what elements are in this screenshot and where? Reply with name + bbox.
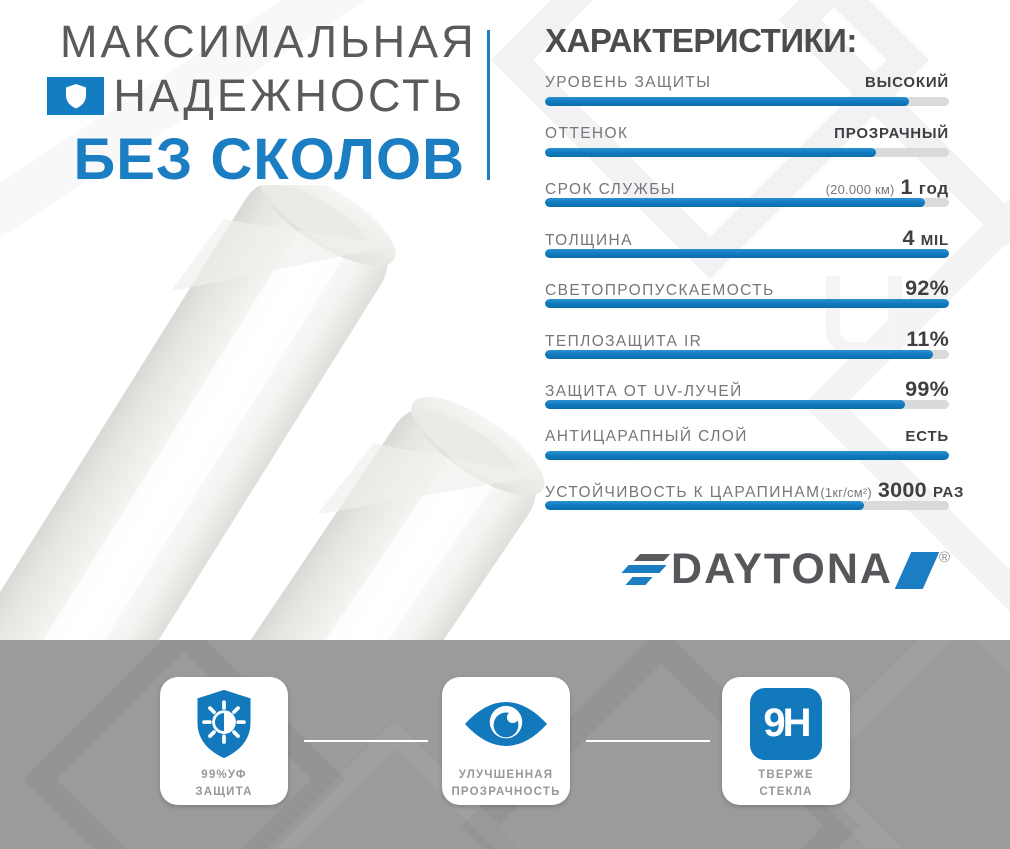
feature-caption-line2: ПРОЗРАЧНОСТЬ [451, 785, 561, 798]
headline-line2: НАДЕЖНОСТЬ [113, 70, 465, 122]
spec-bar-fill [545, 450, 949, 460]
spec-label: ЗАЩИТА ОТ UV-ЛУЧЕЙ [545, 383, 743, 400]
spec-row: УРОВЕНЬ ЗАЩИТЫ ВЫСОКИЙ [545, 74, 949, 125]
feature-caption-line1: 99%УФ [201, 769, 247, 781]
spec-bar-track [545, 349, 949, 359]
spec-row: УСТОЙЧИВОСТЬ К ЦАРАПИНАМ (1кг/см²) 3000 … [545, 478, 963, 529]
feature-caption-line1: ТВЕРЖЕ [758, 769, 814, 781]
spec-unit: ПРОЗРАЧНЫЙ [834, 124, 949, 142]
spec-bar-track [545, 97, 949, 106]
spec-bar-fill [545, 299, 949, 308]
spec-bar-fill [545, 97, 909, 106]
spec-note: (20.000 км) [825, 182, 895, 197]
spec-value: 1 [900, 175, 913, 199]
spec-bar-fill [545, 147, 877, 157]
feature-caption-line2: ЗАЩИТА [195, 785, 253, 798]
spec-row: ОТТЕНОК ПРОЗРАЧНЫЙ [545, 125, 949, 176]
spec-value: 11% [906, 326, 949, 351]
feature-caption: УЛУЧШЕННАЯ ПРОЗРАЧНОСТЬ [451, 767, 560, 800]
uv-shield-icon [194, 677, 254, 767]
spec-unit: ВЫСОКИЙ [865, 74, 949, 91]
spec-row: СРОК СЛУЖБЫ (20.000 км) 1 год [545, 175, 949, 226]
spec-unit: MIL [920, 231, 949, 249]
headline-line1: МАКСИМАЛЬНАЯ [60, 16, 477, 67]
spec-value: 3000 [877, 478, 927, 502]
spec-bar-track [545, 198, 949, 207]
spec-value: 99% [905, 377, 949, 401]
feature-card-hardness: 9H ТВЕРЖЕ СТЕКЛА [722, 677, 850, 805]
eye-icon [464, 677, 548, 767]
film-rolls-image [0, 185, 545, 645]
spec-value: 92% [905, 276, 949, 300]
registered-mark: ® [938, 549, 950, 566]
spec-bar-fill [545, 198, 925, 207]
feature-caption: ТВЕРЖЕ СТЕКЛА [758, 767, 814, 800]
spec-bar-track [545, 400, 949, 409]
feature-card-uv: 99%УФ ЗАЩИТА [160, 677, 288, 805]
shield-icon [47, 76, 105, 115]
spec-row: СВЕТОПРОПУСКАЕМОСТЬ 92% [545, 276, 949, 327]
spec-unit: год [918, 179, 949, 198]
spec-label: УСТОЙЧИВОСТЬ К ЦАРАПИНАМ [545, 484, 821, 501]
spec-label: ОТТЕНОК [545, 124, 629, 142]
feature-caption: 99%УФ ЗАЩИТА [195, 767, 252, 800]
specs-heading: ХАРАКТЕРИСТИКИ: [545, 22, 857, 59]
hardness-9h-icon: 9H [750, 677, 822, 767]
logo-text: DAYTONA [671, 545, 893, 593]
feature-caption-line1: УЛУЧШЕННАЯ [458, 769, 554, 781]
spec-row: ЗАЩИТА ОТ UV-ЛУЧЕЙ 99% [545, 377, 949, 428]
features-band: 99%УФ ЗАЩИТА УЛУЧШЕННАЯ ПРОЗРАЧНОСТЬ [0, 640, 1010, 849]
spec-rows: УРОВЕНЬ ЗАЩИТЫ ВЫСОКИЙ ОТТЕНОК ПРОЗРАЧНЫ… [545, 74, 963, 529]
spec-label: ТОЛЩИНА [545, 231, 633, 249]
connector-line [586, 740, 710, 742]
spec-bar-fill [545, 248, 949, 258]
daytona-logo: DAYTONA ® [621, 545, 950, 593]
spec-unit: ЕСТЬ [905, 427, 949, 445]
spec-bar-fill [545, 501, 865, 510]
spec-label: АНТИЦАРАПНЫЙ СЛОЙ [545, 427, 748, 445]
spec-note: (1кг/см²) [820, 485, 872, 500]
spec-bar-fill [545, 400, 905, 409]
spec-bar-track [545, 299, 949, 308]
logo-wing-icon [621, 550, 671, 590]
spec-label: СРОК СЛУЖБЫ [545, 181, 676, 198]
spec-value: 4 [902, 225, 915, 250]
feature-card-clarity: УЛУЧШЕННАЯ ПРОЗРАЧНОСТЬ [442, 677, 570, 805]
spec-bar-track [545, 501, 949, 510]
specs-panel: ХАРАКТЕРИСТИКИ: УРОВЕНЬ ЗАЩИТЫ ВЫСОКИЙ О… [545, 22, 963, 529]
connector-line [304, 740, 428, 742]
headline-line3: БЕЗ СКОЛОВ [73, 127, 465, 193]
spec-bar-track [545, 248, 949, 258]
spec-bar-track [545, 450, 949, 460]
divider [487, 30, 490, 180]
spec-bar-track [545, 147, 949, 157]
logo-slash-icon [894, 552, 940, 589]
spec-label: СВЕТОПРОПУСКАЕМОСТЬ [545, 282, 775, 299]
spec-unit: РАЗ [932, 484, 965, 501]
spec-row: АНТИЦАРАПНЫЙ СЛОЙ ЕСТЬ [545, 428, 949, 479]
headline: МАКСИМАЛЬНАЯ НАДЕЖНОСТЬ БЕЗ СКОЛОВ [47, 16, 477, 193]
hardness-9h-label: 9H [763, 701, 811, 745]
spec-row: ТЕПЛОЗАЩИТА IR 11% [545, 327, 949, 378]
spec-label: УРОВЕНЬ ЗАЩИТЫ [545, 74, 712, 91]
spec-bar-fill [545, 349, 933, 359]
spec-row: ТОЛЩИНА 4 MIL [545, 226, 949, 277]
feature-caption-line2: СТЕКЛА [759, 785, 813, 798]
spec-label: ТЕПЛОЗАЩИТА IR [545, 332, 703, 350]
